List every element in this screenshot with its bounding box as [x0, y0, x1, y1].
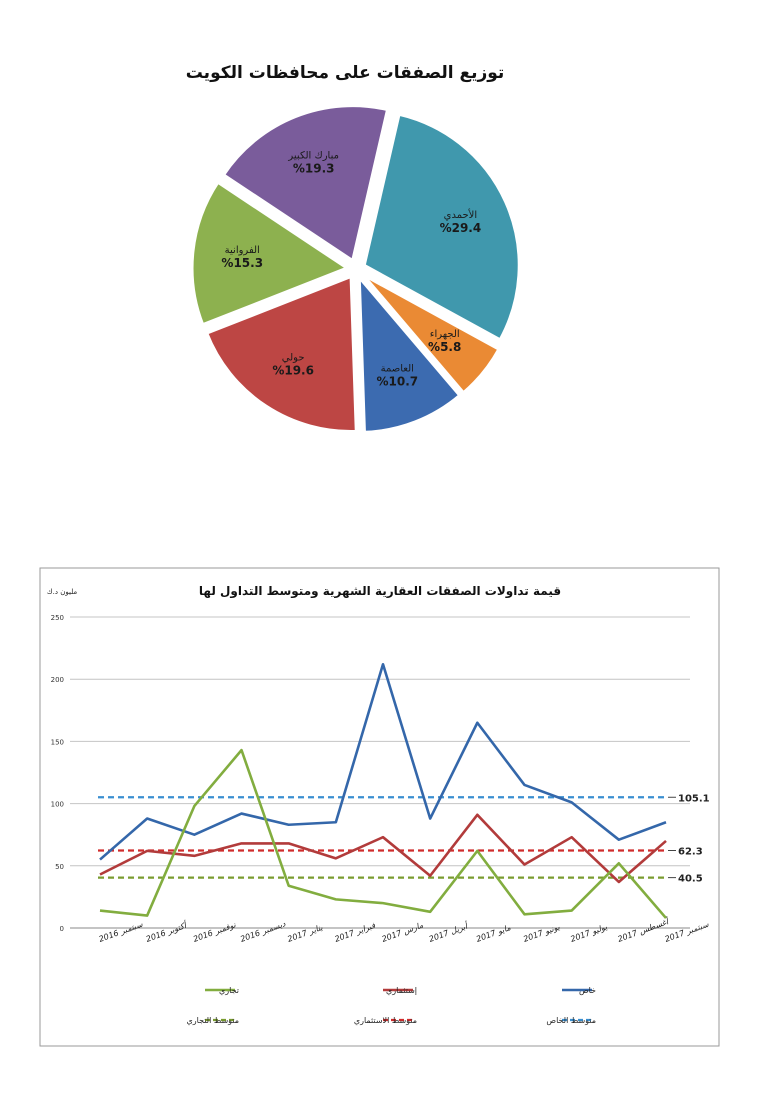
y-axis-label: مليون د.ك: [47, 588, 78, 596]
y-tick-label: 250: [51, 614, 64, 622]
pie-slice-value: %19.3: [293, 162, 335, 176]
pie-slice-label: مبارك الكبير: [287, 151, 339, 162]
pie-slice-value: %15.3: [221, 256, 263, 270]
pie-slice-value: %19.6: [272, 364, 314, 378]
y-tick-label: 200: [51, 676, 64, 684]
pie-slice-label: حولي: [282, 353, 305, 364]
y-tick-label: 100: [51, 801, 64, 809]
pie-chart-title: توزيع الصفقات على محافظات الكويت: [186, 63, 505, 83]
legend-label: متوسط التجاري: [187, 1016, 239, 1025]
pie-slice-label: الأحمدي: [444, 208, 478, 221]
y-tick-label: 150: [51, 738, 64, 746]
legend-label: متوسط الاستثماري: [354, 1016, 417, 1025]
average-value-label: 40.5: [678, 874, 703, 885]
y-tick-label: 50: [55, 863, 64, 871]
series-line: [99, 662, 667, 861]
pie-slice: [221, 104, 390, 264]
legend-label: إستثماري: [386, 986, 417, 996]
pie-slice-value: %29.4: [440, 221, 482, 235]
pie-slice: [361, 273, 501, 395]
pie-slice-value: %10.7: [376, 375, 418, 389]
y-tick-label: 0: [60, 925, 64, 933]
series-line: [99, 813, 667, 884]
pie-slice-label: الجهراء: [430, 329, 460, 340]
pie-slice: [357, 273, 462, 434]
series-line: [99, 748, 667, 919]
pie-slice-value: %5.8: [428, 340, 461, 354]
pie-slice: [362, 112, 521, 342]
pie-slice-label: الفروانية: [225, 245, 260, 256]
pie-slice: [204, 274, 358, 433]
legend-label: متوسط الخاص: [546, 1016, 596, 1025]
line-chart-frame: [39, 567, 720, 1047]
average-value-label: 62.3: [678, 846, 703, 857]
pie-slice-label: العاصمة: [381, 364, 414, 375]
pie-slice: [190, 180, 351, 327]
line-chart-title: قيمة تداولات الصفقات العقارية الشهرية وم…: [199, 584, 561, 599]
legend-label: خاص: [579, 986, 596, 995]
legend-label: تجاري: [219, 986, 239, 995]
average-value-label: 105.1: [678, 793, 710, 804]
